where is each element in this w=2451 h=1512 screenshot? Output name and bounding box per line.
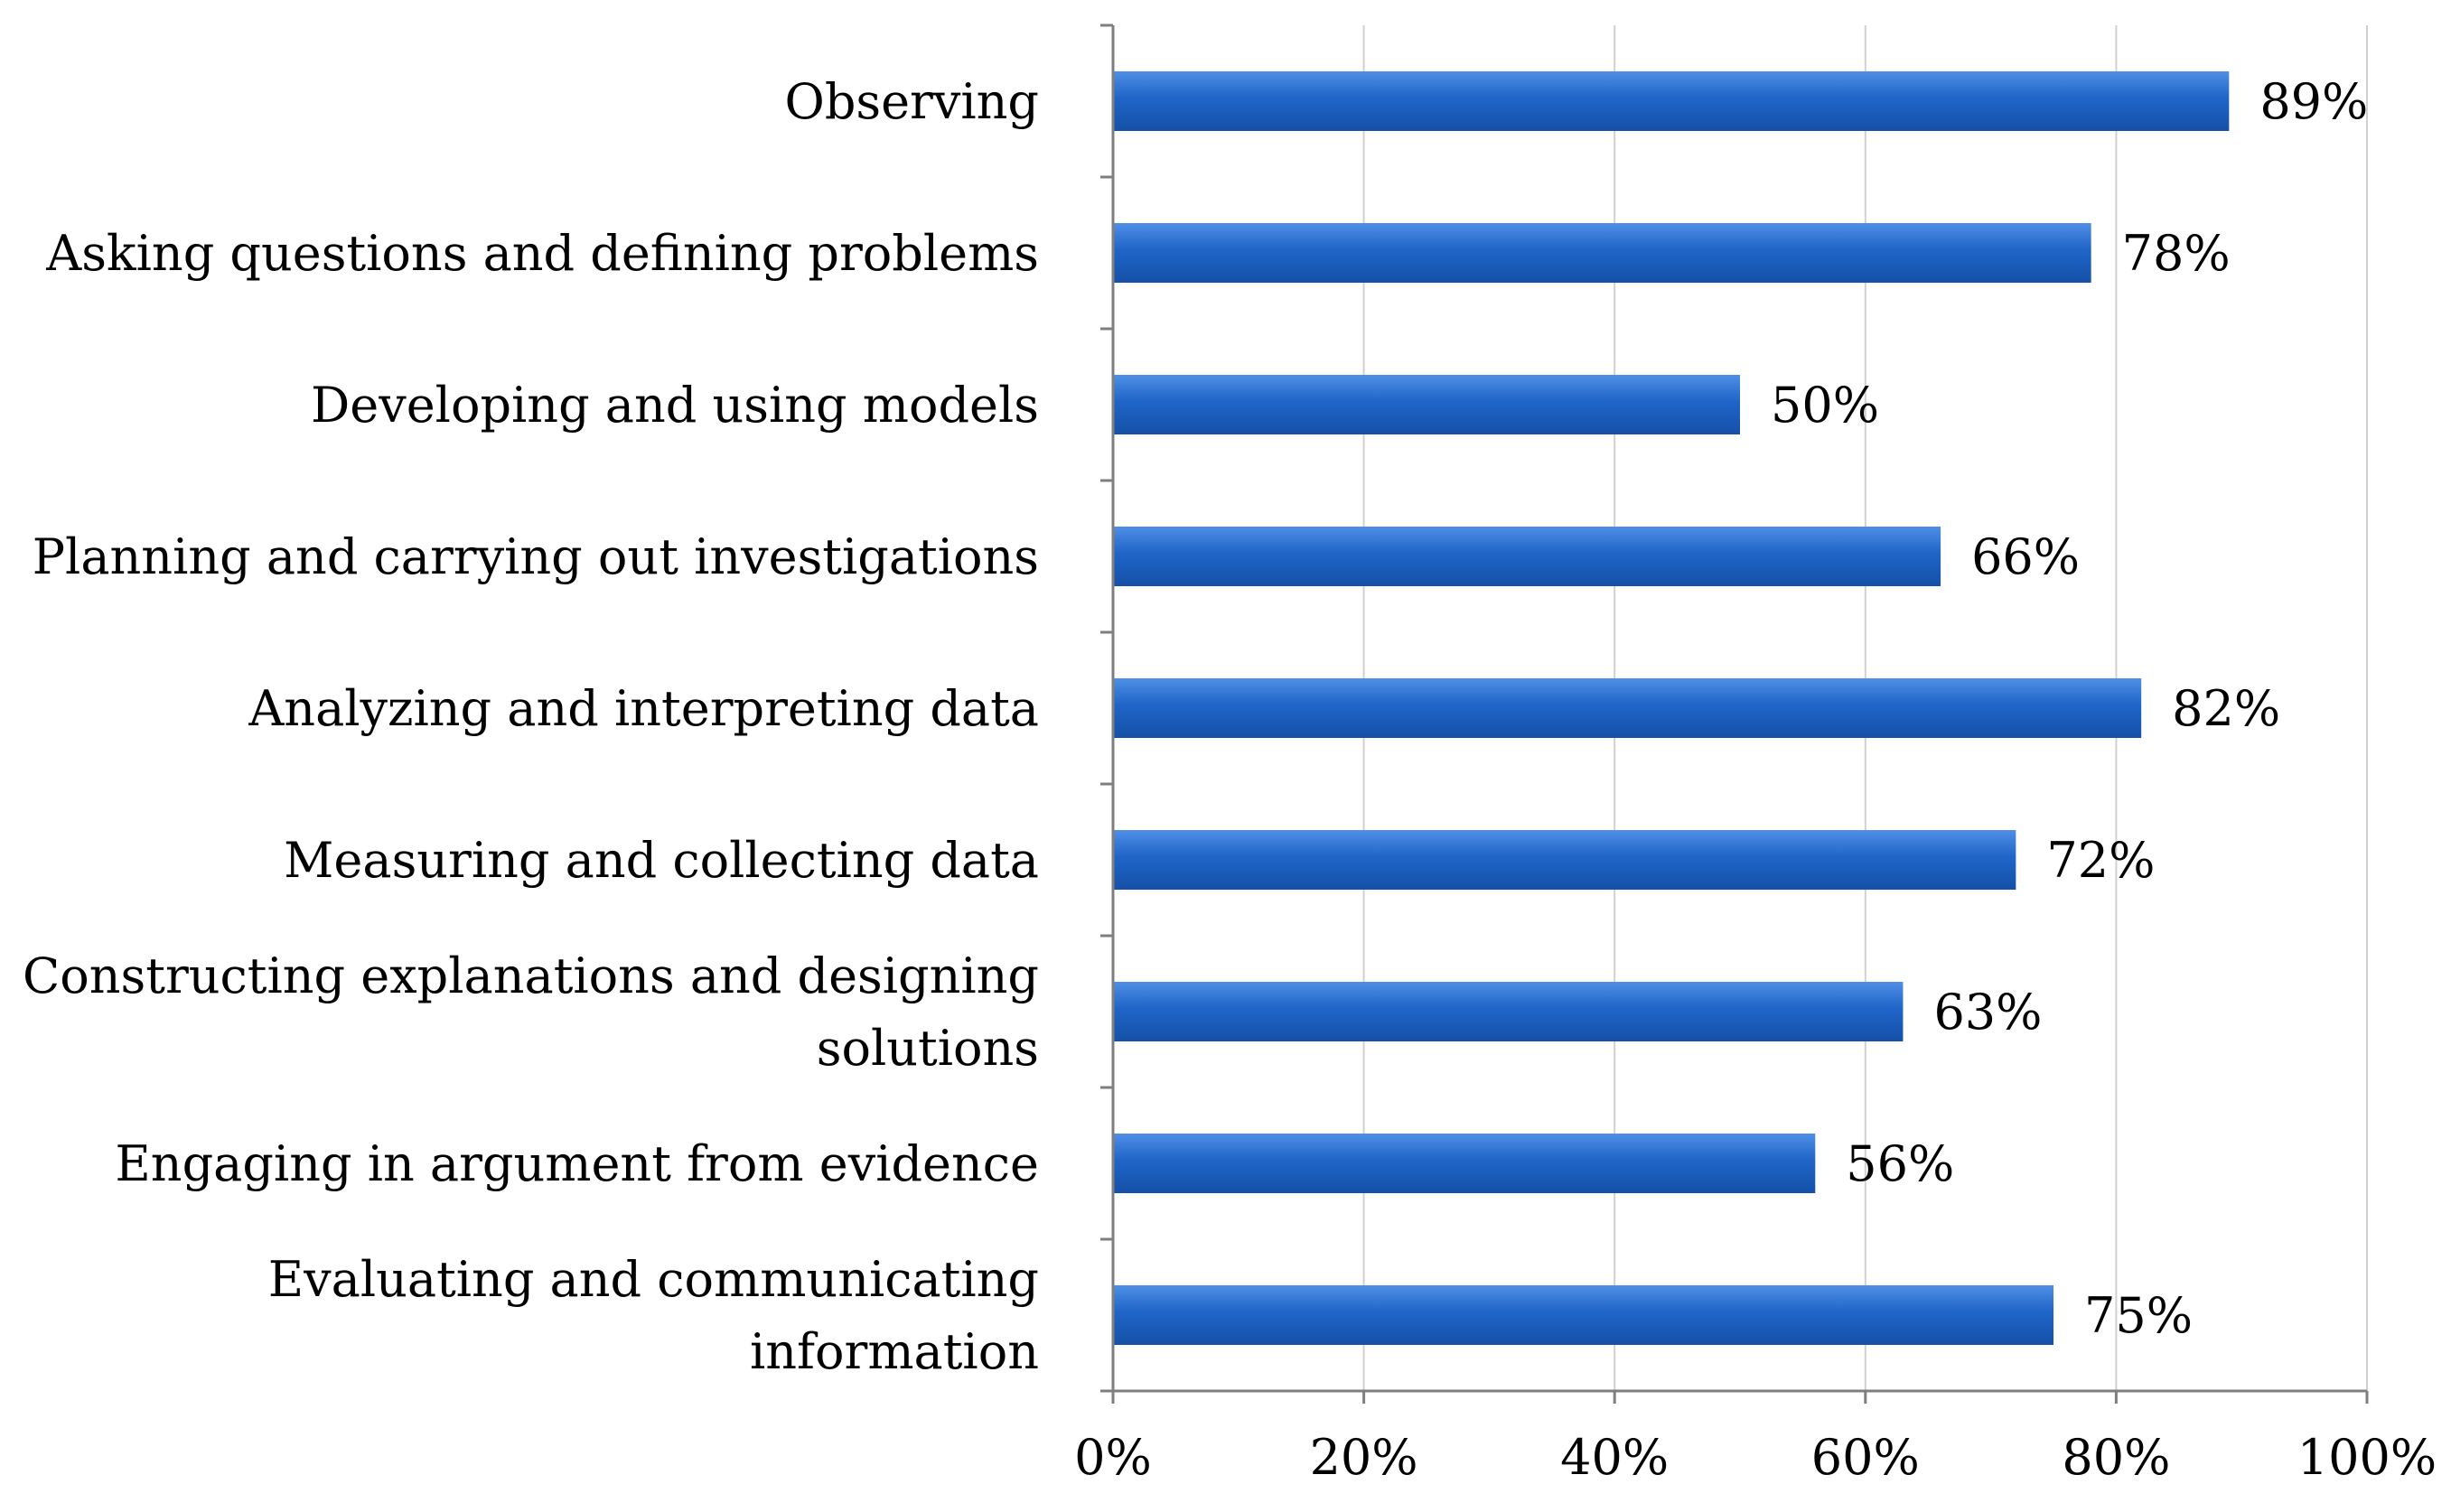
bar [1113, 375, 1740, 434]
value-label: 50% [1771, 377, 1879, 434]
bar [1113, 1134, 1816, 1193]
category-label: Engaging in argument from evidence [115, 1135, 1039, 1192]
x-tick-label: 80% [2062, 1429, 2170, 1486]
x-tick-label: 0% [1074, 1429, 1152, 1486]
category-label: Developing and using models [311, 377, 1039, 434]
bar [1113, 527, 1941, 586]
bar [1113, 982, 1904, 1041]
axes [1100, 23, 2369, 1404]
bar [1113, 223, 2091, 283]
bar [1113, 830, 2016, 890]
value-label: 72% [2046, 832, 2155, 889]
category-label: Analyzing and interpreting data [248, 680, 1039, 737]
value-label: 56% [1846, 1135, 1954, 1192]
category-label: Evaluating and communicating [268, 1251, 1039, 1308]
bar [1113, 1285, 2053, 1345]
category-label: Asking questions and defining problems [45, 225, 1039, 282]
value-label: 82% [2172, 680, 2280, 737]
category-label: Planning and carrying out investigations [33, 528, 1039, 585]
x-tick-label: 100% [2297, 1429, 2437, 1486]
category-label: Observing [785, 73, 1039, 130]
bars [1113, 71, 2230, 1345]
value-label: 89% [2259, 73, 2368, 130]
value-label: 63% [1933, 984, 2042, 1041]
value-label: 66% [1971, 528, 2080, 585]
category-label: information [750, 1323, 1039, 1380]
labels: 0% 20% 40% 60% 80% 100% 89% Observing 78% Asking … [23, 73, 2437, 1486]
x-tick-label: 60% [1811, 1429, 1920, 1486]
category-label: Constructing explanations and designing [23, 947, 1039, 1004]
bar [1113, 71, 2230, 131]
value-label: 78% [2122, 225, 2231, 282]
value-label: 75% [2084, 1287, 2193, 1344]
bar [1113, 678, 2142, 738]
x-tick-label: 20% [1310, 1429, 1418, 1486]
category-label: solutions [817, 1020, 1039, 1077]
x-tick-label: 40% [1560, 1429, 1669, 1486]
category-label: Measuring and collecting data [284, 832, 1039, 889]
